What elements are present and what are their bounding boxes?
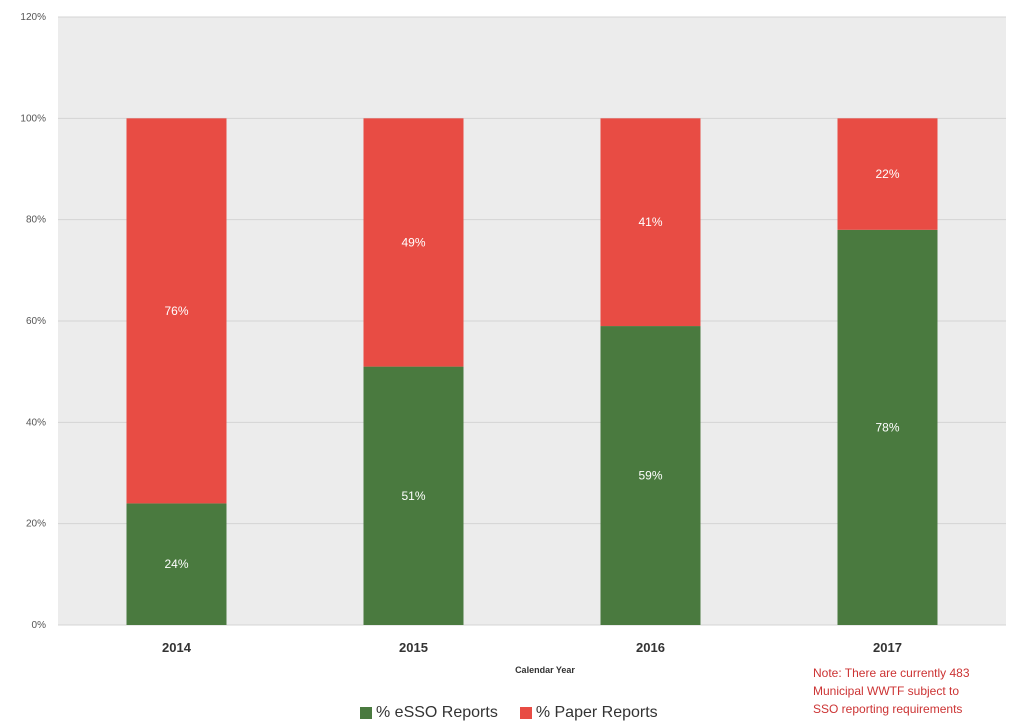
data-labels: 24% 76% 51% 49% 59% 41% 78% 22% <box>164 167 899 571</box>
legend-swatch-paper <box>519 707 532 719</box>
data-label: 51% <box>401 489 425 503</box>
y-axis-ticks: 0% 20% 40% 60% 80% 100% 120% <box>20 12 46 631</box>
bar-essso-2014 <box>126 503 227 625</box>
y-tick-label: 60% <box>26 316 46 327</box>
data-label: 41% <box>638 215 662 229</box>
y-tick-label: 0% <box>32 620 47 631</box>
bar-paper-2015 <box>363 118 464 367</box>
x-axis-categories: 2014 2015 2016 2017 <box>162 640 902 655</box>
x-axis-title: Calendar Year <box>515 665 575 675</box>
y-tick-label: 100% <box>20 113 46 124</box>
x-tick-label: 2016 <box>636 640 665 655</box>
data-label: 24% <box>164 557 188 571</box>
y-tick-label: 20% <box>26 519 46 530</box>
bar-paper-2016 <box>600 118 701 327</box>
bar-paper-2017 <box>837 118 938 230</box>
legend: % eSSO Reports % Paper Reports <box>360 704 658 722</box>
bars <box>126 118 938 626</box>
note-annotation: Note: There are currently 483 Municipal … <box>813 664 1019 718</box>
x-tick-label: 2015 <box>399 640 428 655</box>
y-tick-label: 120% <box>20 12 46 23</box>
legend-label-essso: % eSSO Reports <box>376 704 498 721</box>
data-label: 76% <box>164 304 188 318</box>
x-tick-label: 2014 <box>162 640 192 655</box>
note-line-3: SSO reporting requirements <box>813 702 963 716</box>
data-label: 49% <box>401 235 425 249</box>
legend-swatch-essso <box>360 707 372 719</box>
y-tick-label: 80% <box>26 215 46 226</box>
stacked-bar-chart: 0% 20% 40% 60% 80% 100% 120% 24% 76% 51% 49% 59% 41… <box>20 12 1006 675</box>
x-tick-label: 2017 <box>873 640 902 655</box>
data-label: 78% <box>875 420 899 434</box>
bar-paper-2014 <box>126 118 227 504</box>
data-label: 22% <box>875 167 899 181</box>
note-line-2: Municipal WWTF subject to <box>813 684 960 698</box>
legend-item-essso: % eSSO Reports <box>360 704 498 722</box>
legend-label-paper: % Paper Reports <box>535 704 658 721</box>
bar-essso-2015 <box>363 366 464 625</box>
data-label: 59% <box>638 469 662 483</box>
bar-essso-2016 <box>600 326 701 625</box>
note-line-1: Note: There are currently 483 <box>813 666 970 680</box>
bar-essso-2017 <box>837 229 938 626</box>
legend-item-paper: % Paper Reports <box>519 704 658 722</box>
y-tick-label: 40% <box>26 417 46 428</box>
